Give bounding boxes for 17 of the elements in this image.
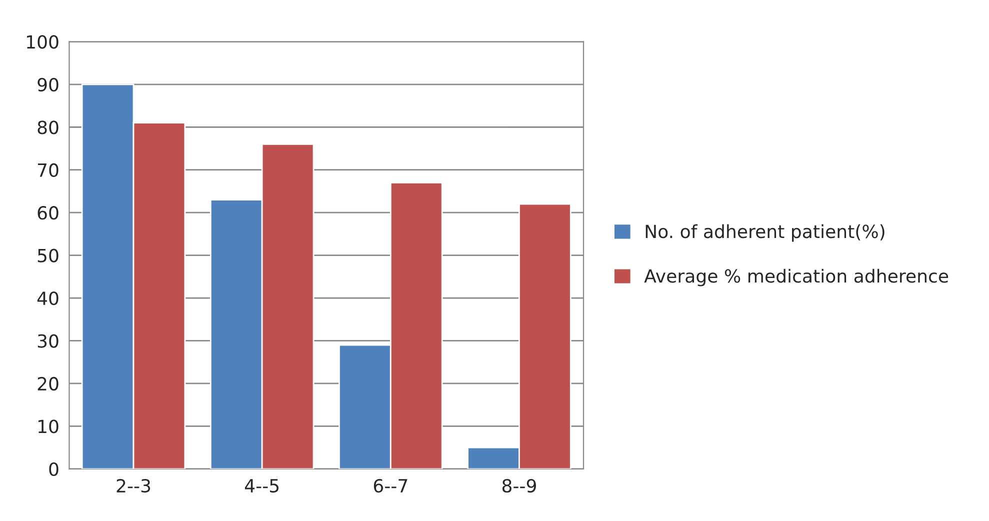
y-tick-label: 20 bbox=[38, 376, 58, 391]
y-tick-label: 80 bbox=[38, 120, 58, 134]
y-tick-label: 60 bbox=[38, 206, 58, 220]
x-tick-label: 6--7 bbox=[374, 478, 408, 493]
y-tick-label: 70 bbox=[38, 163, 58, 177]
y-tick-label: 10 bbox=[38, 420, 58, 434]
x-tick-label: 8--9 bbox=[502, 478, 536, 493]
y-tick-label: 90 bbox=[38, 78, 58, 92]
y-tick-label: 40 bbox=[37, 291, 58, 306]
y-tick-label: 30 bbox=[38, 334, 58, 348]
y-tick-label: 100 bbox=[27, 35, 58, 49]
x-tick-label: 2--3 bbox=[116, 478, 150, 493]
legend-label: Average % medication adherence bbox=[644, 268, 948, 286]
legend-label: No. of adherent patient(%) bbox=[646, 224, 884, 242]
x-tick-label: 4--5 bbox=[244, 479, 279, 493]
y-tick-label: 0 bbox=[49, 462, 58, 476]
y-tick-label: 50 bbox=[38, 248, 58, 262]
